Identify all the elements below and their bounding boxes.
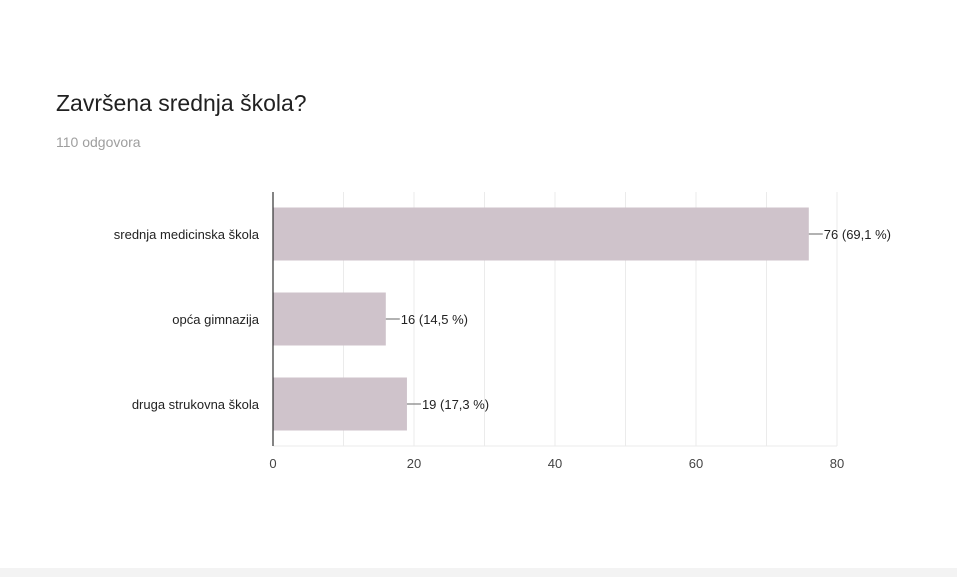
- value-label: 19 (17,3 %): [422, 397, 489, 412]
- value-label: 16 (14,5 %): [401, 312, 468, 327]
- response-count: 110 odgovora: [56, 134, 141, 150]
- category-label: srednja medicinska škola: [114, 227, 260, 242]
- question-title: Završena srednja škola?: [56, 90, 307, 116]
- x-tick-label: 60: [689, 456, 703, 471]
- category-label: druga strukovna škola: [132, 397, 260, 412]
- bar: [273, 292, 386, 346]
- bar: [273, 207, 809, 261]
- value-label: 76 (69,1 %): [824, 227, 891, 242]
- bar: [273, 377, 407, 431]
- category-label: opća gimnazija: [172, 312, 259, 327]
- bottom-divider: [0, 568, 957, 577]
- x-tick-label: 80: [830, 456, 844, 471]
- x-tick-label: 0: [269, 456, 276, 471]
- x-tick-label: 20: [407, 456, 421, 471]
- x-tick-label: 40: [548, 456, 562, 471]
